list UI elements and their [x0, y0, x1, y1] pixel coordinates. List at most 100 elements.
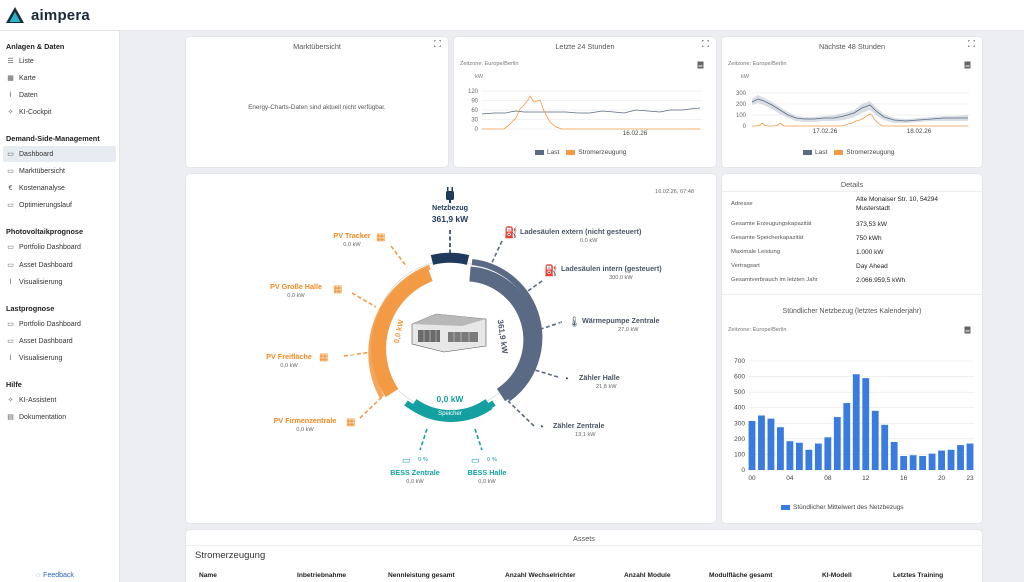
thermometer-icon: 🌡 [568, 317, 581, 328]
sidebar-item-lp-visualisierung[interactable]: ⌇ Visualisierung [3, 350, 116, 366]
zaehler-zentrale-connector [507, 400, 535, 427]
sidebar-item-dashboard[interactable]: ▭ Dashboard [3, 146, 116, 162]
chart-legend: Stündlicher Mittelwert des Netzbezugs [781, 504, 904, 511]
bar-hour-21 [947, 449, 955, 470]
bar-hour-22 [957, 445, 964, 470]
sidebar-item-label: Karte [19, 74, 36, 82]
bess-zentrale-node: BESS Zentrale 0,0 kW [380, 468, 450, 485]
pv-freiflaeche-connector [343, 351, 373, 357]
detail-label: Maximale Leistung [731, 249, 781, 255]
sidebar-item-label: Visualisierung [19, 278, 63, 286]
sidebar-item-lp-portfolio-dashboard[interactable]: ▭ Portfolio Dashboard [3, 316, 116, 332]
bar-hour-17 [909, 455, 917, 470]
sidebar-item-ki-cockpit[interactable]: ✧ KI-Cockpit [3, 104, 116, 120]
table-header-module[interactable]: Anzahl Module [624, 572, 671, 579]
table-header-inbetriebnahme[interactable]: Inbetriebnahme [297, 572, 347, 579]
last-24h-card: Letzte 24 Stunden Zeitzone: Europe/Berli… [454, 37, 716, 167]
legend-label: Stromerzeugung [578, 149, 627, 156]
sidebar-item-label: Visualisierung [19, 354, 63, 362]
bess-halle-connector [474, 428, 483, 451]
y-tick-label: 100 [736, 113, 747, 119]
expand-icon[interactable] [434, 40, 441, 47]
table-header-wechselrichter[interactable]: Anzahl Wechselrichter [505, 572, 576, 579]
load-arc [469, 266, 539, 402]
bar-hour-12 [862, 378, 870, 470]
y-tick-label: 400 [734, 405, 745, 412]
monitor-icon: ▭ [7, 244, 14, 251]
sidebar-item-label: Marktübersicht [19, 167, 65, 175]
sidebar-item-dokumentation[interactable]: ▤ Dokumentation [3, 409, 116, 425]
y-tick-label: 60 [471, 108, 478, 114]
chart-icon: ⌇ [8, 355, 13, 362]
sidebar-item-label: Daten [19, 91, 38, 99]
bar-hour-13 [871, 410, 879, 470]
unit-label: kW [741, 74, 750, 80]
ev-charger-icon: ⛽ [504, 227, 518, 239]
hourly-chart-title: Stündlicher Netzbezug (letztes Kalenderj… [782, 308, 922, 315]
card-title: Marktübersicht [293, 42, 341, 51]
detail-value: 2.066.959,5 kWh [856, 277, 906, 284]
chart-legend: Last Stromerzeugung [535, 149, 626, 156]
bar-hour-5 [795, 442, 803, 470]
sidebar-item-ki-assistent[interactable]: ✧ KI-Assistent [3, 392, 116, 408]
sidebar-item-pv-visualisierung[interactable]: ⌇ Visualisierung [3, 274, 116, 290]
sidebar-item-daten[interactable]: ⌇ Daten [3, 87, 116, 103]
aimpera-logo-icon[interactable] [5, 6, 25, 24]
top-bar: aimpera [0, 0, 1024, 31]
energy-flow-diagram: Stromerzeugung Last Speicher 0,0 kW 361,… [343, 187, 563, 451]
y-tick-label: 300 [734, 420, 745, 427]
table-header-ki-modell[interactable]: KI-Modell [822, 572, 852, 579]
y-tick-label: 600 [734, 374, 745, 381]
monitor-icon: ▭ [7, 151, 14, 158]
sidebar-item-lp-asset-dashboard[interactable]: ▭ Asset Dashboard [3, 333, 116, 349]
sidebar-item-liste[interactable]: ☰ Liste [3, 53, 116, 69]
sidebar-item-pv-asset-dashboard[interactable]: ▭ Asset Dashboard [3, 257, 116, 273]
download-icon[interactable] [964, 61, 971, 69]
node-value: 0,0 kW [406, 479, 424, 485]
assets-section-title: Stromerzeugung [195, 550, 266, 561]
table-header-letztes-training[interactable]: Letztes Training [893, 572, 944, 579]
sidebar-item-kostenanalyse[interactable]: € Kostenanalyse [3, 180, 116, 196]
x-tick-label: 16 [900, 475, 908, 482]
app-name: aimpera [31, 6, 90, 24]
sidebar-section-title: Demand-Side-Management [6, 134, 100, 143]
map-icon: ▦ [7, 75, 14, 82]
table-header-modulflaeche[interactable]: Modulfläche gesamt [709, 572, 773, 579]
last-24h-chart: 120 90 60 30 0 16.02.26 [468, 89, 702, 137]
table-header-name[interactable]: Name [199, 572, 217, 579]
storage-arc-label: Speicher [438, 411, 462, 417]
pv-firmenzentrale-connector [359, 396, 383, 419]
pv-tracker-node: PV Tracker 0,0 kW [322, 231, 382, 248]
sidebar-item-karte[interactable]: ▦ Karte [3, 70, 116, 86]
detail-value: 750 kWh [856, 235, 882, 242]
download-icon[interactable] [964, 326, 971, 334]
sidebar-item-optimierungslauf[interactable]: ▭ Optimierungslauf [3, 197, 116, 213]
waermepumpe-node: Wärmepumpe Zentrale 27,0 kW [582, 316, 682, 333]
plug-icon [446, 187, 454, 203]
monitor-icon: ▭ [7, 321, 14, 328]
generation-series-line [752, 113, 968, 127]
node-name: PV Firmenzentrale [273, 416, 337, 425]
generation-arc [371, 266, 433, 398]
load-arc-label: Last [554, 315, 563, 327]
table-header-nennleistung[interactable]: Nennleistung gesamt [388, 572, 455, 579]
node-value: 0,0 kW [343, 242, 361, 248]
bar-hour-1 [758, 415, 765, 470]
x-tick-label: 16.02.26 [623, 130, 648, 137]
sidebar-item-marktuebersicht[interactable]: ▭ Marktübersicht [3, 163, 116, 179]
feedback-link[interactable]: ◌ Feedback [36, 572, 74, 579]
bar-hour-11 [852, 374, 860, 470]
sidebar-section-title: Photovoltaikprognose [6, 227, 84, 236]
node-value: 0,0 kW [296, 427, 314, 433]
grid-arc [430, 252, 470, 265]
soc-value: 0 % [487, 457, 497, 463]
y-tick-label: 90 [471, 99, 478, 105]
legend-swatch-last [535, 150, 544, 155]
solar-panel-icon: ▦ [376, 232, 386, 243]
bar-hour-18 [919, 455, 927, 470]
node-value: 21,8 kW [596, 384, 617, 390]
sidebar-item-pv-portfolio-dashboard[interactable]: ▭ Portfolio Dashboard [3, 239, 116, 255]
details-card: Details Adresse Alte Monaiser Str. 10, 5… [722, 174, 982, 523]
download-icon[interactable] [697, 61, 704, 69]
timezone-label: Zeitzone: Europe/Berlin [460, 61, 519, 67]
